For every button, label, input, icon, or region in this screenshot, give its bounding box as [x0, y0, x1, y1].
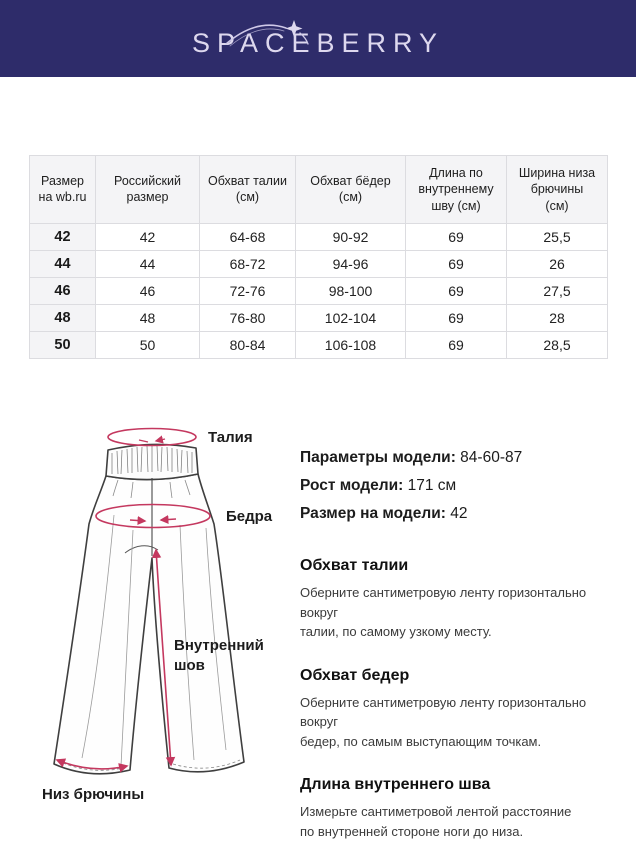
table-cell: 28 [506, 303, 608, 332]
table-cell: 28,5 [506, 330, 608, 359]
measure-section-text: Оберните сантиметровую ленту горизонталь… [300, 585, 587, 639]
model-info-line: Рост модели: 171 см [300, 472, 622, 500]
size-table-body: 42 42 64-68 90-92 69 25,5 44 44 68-72 94-96 69 26 46… [29, 222, 608, 359]
column-header: Длина по внутреннему шву (см) [405, 155, 507, 224]
model-info-block: Параметры модели: 84-60-87 Рост модели: 1… [300, 444, 622, 528]
table-cell: 98-100 [295, 276, 406, 305]
table-cell: 94-96 [295, 249, 406, 278]
table-row: 42 42 64-68 90-92 69 25,5 [29, 222, 608, 251]
column-header: Российский размер [95, 155, 200, 224]
table-cell: 44 [29, 249, 96, 278]
pants-diagram: Талия Бедра Внутренний шов Низ брючины [42, 427, 273, 803]
table-cell: 69 [405, 330, 507, 359]
column-header: Ширина низа брючины (см) [506, 155, 608, 224]
table-cell: 64-68 [199, 222, 296, 251]
label-inseam-line2: шов [174, 657, 205, 674]
waist-measure-arrows [138, 439, 166, 442]
model-info-value: 171 см [407, 477, 457, 494]
table-cell: 80-84 [199, 330, 296, 359]
table-cell: 69 [405, 222, 507, 251]
model-info-value: 42 [450, 505, 468, 522]
label-inseam-line1: Внутренний [174, 637, 264, 654]
measure-section-title: Длина внутреннего шва [300, 776, 491, 793]
column-header: Обхват талии (см) [199, 155, 296, 224]
table-cell: 50 [29, 330, 96, 359]
table-cell: 106-108 [295, 330, 406, 359]
table-cell: 50 [95, 330, 200, 359]
brand-logo-text: SPACEBERRY [191, 28, 445, 58]
table-row: 48 48 76-80 102-104 69 28 [29, 303, 608, 332]
column-header: Обхват бёдер (см) [295, 155, 406, 224]
measure-section: Обхват талии Оберните сантиметровую ленту… [300, 556, 622, 642]
table-cell: 46 [29, 276, 96, 305]
table-cell: 68-72 [199, 249, 296, 278]
measure-section: Длина внутреннего шва Измерьте сантиметро… [300, 775, 622, 841]
table-cell: 48 [29, 303, 96, 332]
hips-measure-arrow-right [159, 515, 177, 524]
label-hips: Бедра [226, 508, 273, 525]
measure-section-text: Оберните сантиметровую ленту горизонталь… [300, 694, 587, 749]
table-cell: 69 [405, 303, 507, 332]
table-cell: 27,5 [506, 276, 608, 305]
table-row: 46 46 72-76 98-100 69 27,5 [29, 276, 608, 305]
model-info-value: 84-60-87 [460, 449, 523, 466]
hips-measure-arrow-left [129, 516, 147, 525]
label-hem: Низ брючины [42, 786, 144, 803]
table-cell: 25,5 [506, 222, 608, 251]
table-header-row: Размер на wb.ru Российский размер Обхват т… [29, 155, 608, 224]
table-cell: 48 [95, 303, 200, 332]
table-cell: 42 [29, 222, 96, 251]
table-cell: 102-104 [295, 303, 406, 332]
measure-section-title: Обхват талии [300, 557, 409, 574]
table-cell: 90-92 [295, 222, 406, 251]
hips-measure-ellipse [95, 503, 211, 529]
column-header: Размер на wb.ru [29, 155, 96, 224]
info-column: Параметры модели: 84-60-87 Рост модели: 1… [300, 444, 622, 841]
pants-body-outline [53, 473, 245, 775]
waistband-gathers [111, 445, 193, 475]
table-row: 44 44 68-72 94-96 69 26 [29, 249, 608, 278]
inseam-measure-line [151, 548, 176, 767]
size-table: Размер на wb.ru Российский размер Обхват т… [29, 155, 608, 359]
measure-section-text: Измерьте сантиметровой лентой расстояние… [300, 804, 572, 839]
model-info-line: Параметры модели: 84-60-87 [300, 444, 622, 472]
table-row: 50 50 80-84 106-108 69 28,5 [29, 330, 608, 359]
table-cell: 26 [506, 249, 608, 278]
table-cell: 46 [95, 276, 200, 305]
measure-sections: Обхват талии Оберните сантиметровую ленту… [300, 556, 622, 841]
model-info-label: Размер на модели: [300, 505, 446, 522]
measure-section: Обхват бедер Оберните сантиметровую ленту… [300, 666, 622, 752]
hem-measure-line [55, 758, 129, 773]
model-info-label: Параметры модели: [300, 449, 456, 466]
fold-lines [81, 514, 227, 767]
brand-header: SPACEBERRY [0, 0, 636, 77]
table-cell: 44 [95, 249, 200, 278]
brand-logo: SPACEBERRY [192, 20, 444, 57]
table-cell: 42 [95, 222, 200, 251]
model-info-line: Размер на модели: 42 [300, 500, 622, 528]
table-cell: 69 [405, 276, 507, 305]
table-cell: 76-80 [199, 303, 296, 332]
waist-measure-ellipse [107, 427, 197, 447]
measure-section-title: Обхват бедер [300, 666, 410, 684]
table-cell: 72-76 [199, 276, 296, 305]
size-table-header: Размер на wb.ru Российский размер Обхват т… [29, 155, 608, 224]
model-info-label: Рост модели: [300, 477, 404, 494]
label-waist: Талия [208, 429, 253, 446]
table-cell: 69 [405, 249, 507, 278]
